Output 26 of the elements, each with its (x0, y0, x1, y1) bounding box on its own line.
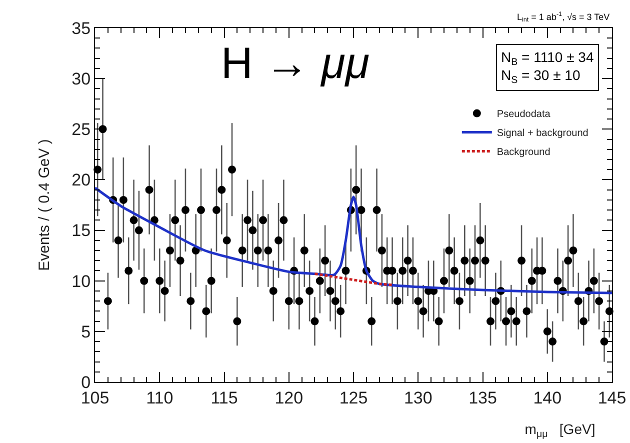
x-tick-label: 110 (146, 388, 174, 408)
annotation: N$_{S}$ = 30 ± 10 (501, 67, 580, 86)
y-tick-label: 20 (72, 170, 91, 190)
y-tick-label: 10 (72, 272, 91, 291)
y-tick-label: 35 (72, 18, 91, 38)
x-tick-label: 130 (404, 388, 432, 408)
annotation: N$_{B}$ = 1110 ± 34 (501, 49, 594, 68)
x-axis-title: m$_{μμ}$ [GeV] (524, 421, 596, 440)
y-axis-title: Events / ( 0.4 GeV ) (36, 139, 53, 271)
line-series (313, 272, 394, 286)
x-tick-label: 145 (598, 388, 626, 408)
x-tick-label: 120 (274, 388, 304, 408)
annotation: H → μμ (221, 39, 370, 88)
y-tick-label: 5 (81, 322, 91, 342)
legend-label: Pseudodata (496, 109, 551, 120)
y-tick-label: 15 (72, 221, 91, 240)
y-tick-label: 25 (72, 120, 91, 140)
x-tick-label: 135 (468, 388, 497, 408)
legend-label: Background (496, 147, 550, 158)
x-tick-label: 115 (210, 388, 238, 408)
line-series (95, 186, 612, 294)
legend-label: Signal + background (496, 128, 588, 140)
x-tick-label: 125 (339, 388, 368, 408)
x-tick-label: 140 (533, 388, 562, 408)
y-tick-label: 30 (72, 70, 91, 89)
text: L$_{int}$ = 1 ab$^{-1}$, √s = 3 TeV (517, 11, 610, 24)
